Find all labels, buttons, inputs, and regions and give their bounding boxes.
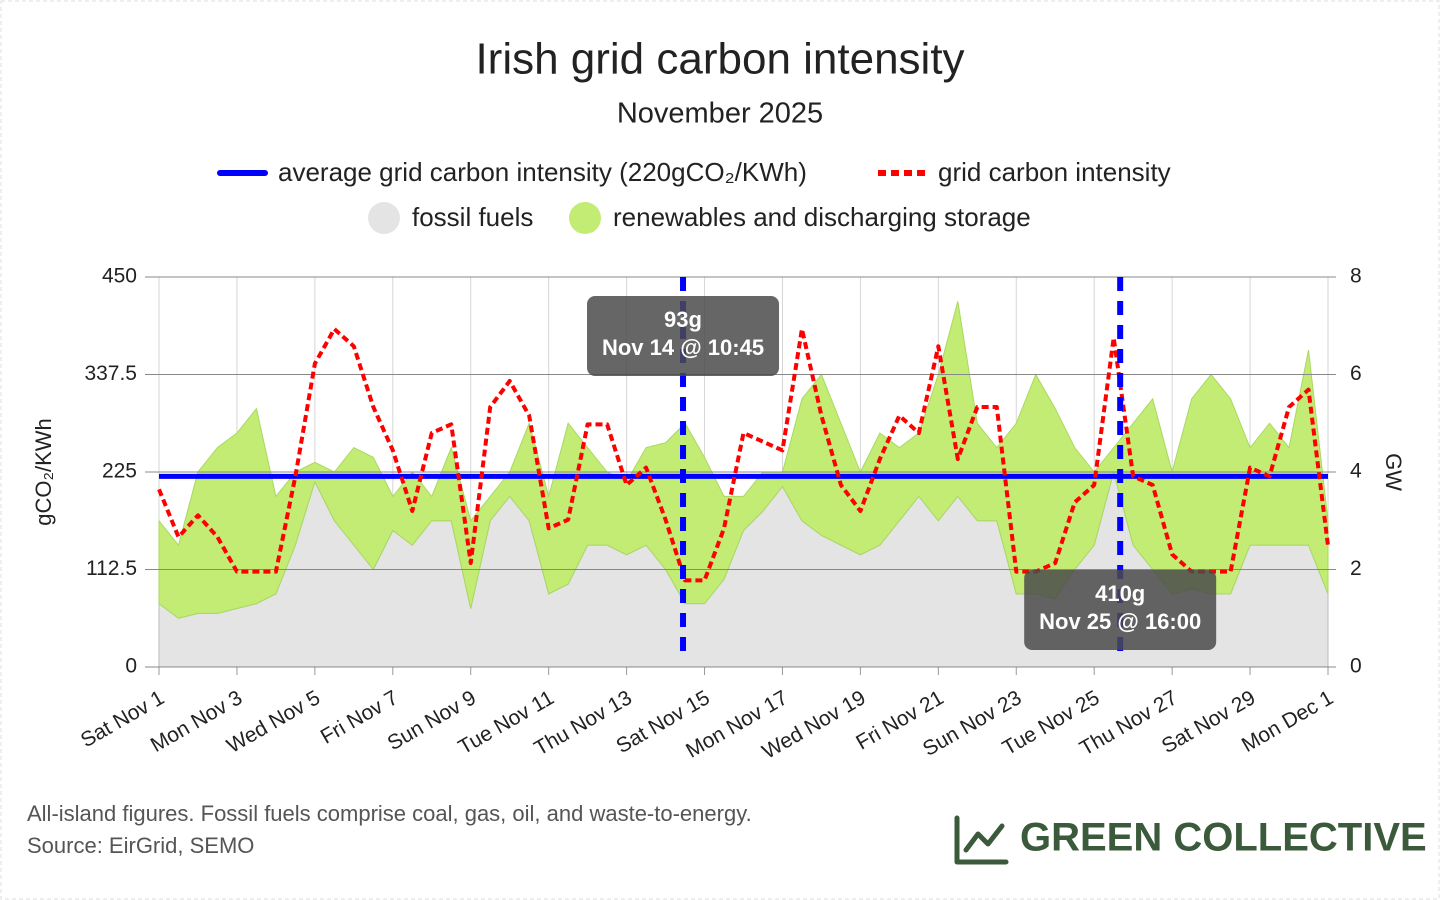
brand: GREEN COLLECTIVE: [1020, 816, 1427, 860]
legend-label: average grid carbon intensity (220gCO₂/K…: [278, 157, 807, 187]
chart-title: Irish grid carbon intensity: [475, 35, 964, 84]
legend-label: fossil fuels: [412, 202, 533, 232]
y-tick-label: 337.5: [84, 362, 137, 385]
y2-axis-title: GW: [1381, 453, 1406, 491]
tooltip-value: 93g: [664, 307, 702, 332]
tooltip-date: Nov 14 @ 10:45: [602, 335, 764, 360]
y-tick-label: 225: [102, 460, 137, 483]
legend-label: renewables and discharging storage: [613, 202, 1031, 232]
y2-tick-label: 4: [1350, 460, 1362, 483]
tooltip-date: Nov 25 @ 16:00: [1039, 609, 1201, 634]
y-tick-label: 450: [102, 265, 137, 288]
tooltip-box: [587, 296, 780, 376]
footnote: All-island figures. Fossil fuels compris…: [27, 801, 752, 826]
y2-tick-label: 0: [1350, 655, 1362, 678]
footnote: Source: EirGrid, SEMO: [27, 833, 254, 858]
y2-tick-label: 6: [1350, 362, 1362, 385]
y-tick-label: 0: [125, 655, 137, 678]
y2-tick-label: 2: [1350, 557, 1362, 580]
y-tick-label: 112.5: [86, 557, 137, 580]
brand-icon: [954, 815, 1009, 865]
legend-label: grid carbon intensity: [938, 157, 1171, 187]
tooltip-value: 410g: [1095, 581, 1145, 606]
y-axis-title: gCO₂/KWh: [31, 418, 56, 526]
y2-tick-label: 8: [1350, 265, 1362, 288]
legend-swatch: [368, 202, 400, 234]
legend-swatch: [569, 202, 601, 234]
chart-subtitle: November 2025: [617, 98, 823, 130]
tooltip-box: [1024, 570, 1217, 650]
line-carbon-intensity: [157, 327, 1330, 583]
